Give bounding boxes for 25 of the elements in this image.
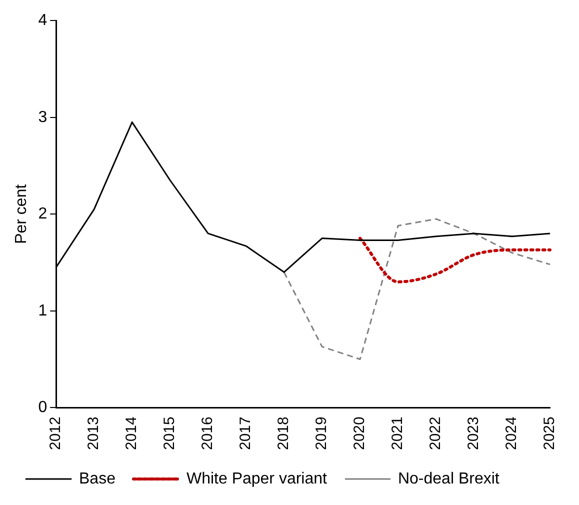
x-tick-label: 2017 (237, 416, 254, 450)
x-tick-label: 2023 (465, 416, 482, 450)
x-tick-label: 2016 (199, 416, 216, 450)
y-tick-label: 4 (38, 12, 48, 30)
x-tick-label: 2025 (541, 416, 558, 450)
x-tick-label: 2015 (161, 416, 178, 450)
x-tick-label: 2024 (503, 416, 520, 450)
y-tick-label: 0 (38, 399, 48, 416)
x-tick-label: 2022 (427, 416, 444, 450)
x-tick-label: 2019 (313, 416, 330, 450)
x-tick-label: 2014 (123, 416, 140, 450)
legend-label: No-deal Brexit (398, 470, 500, 488)
y-tick-label: 3 (38, 108, 48, 126)
x-tick-label: 2018 (275, 416, 292, 450)
line-series (283, 218, 551, 360)
legend-label: White Paper variant (186, 470, 328, 488)
legend-label: Base (79, 470, 116, 488)
line-series (358, 236, 552, 284)
y-tick-label: 2 (38, 206, 48, 223)
x-tick-label: 2013 (85, 416, 102, 450)
x-tick-label: 2020 (351, 416, 368, 450)
x-tick-label: 2012 (47, 416, 64, 450)
x-tick-label: 2021 (389, 416, 406, 450)
y-axis-title: Per cent (13, 184, 30, 244)
y-tick-label: 1 (38, 302, 48, 320)
